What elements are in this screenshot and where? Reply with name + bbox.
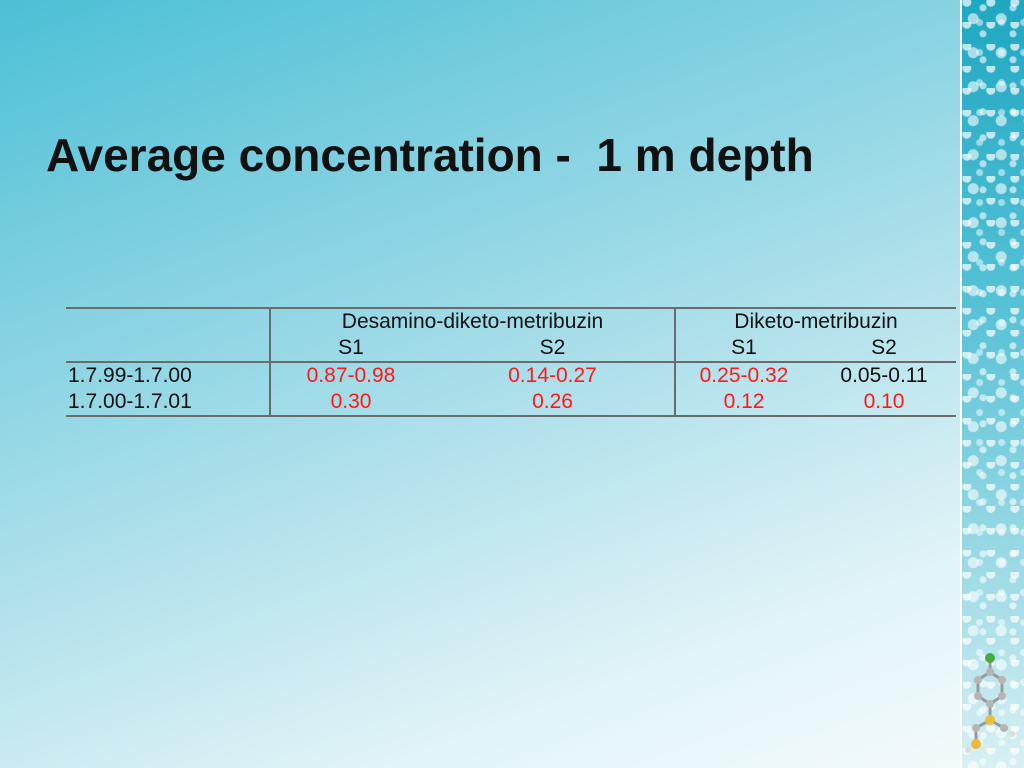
slide-title: Average concentration - 1 m depth	[46, 129, 814, 181]
subheader-s1: S1	[338, 336, 364, 359]
water-droplets-strip	[960, 0, 1024, 768]
header-group-desamino: Desamino-diketo-metribuzin S1 S2	[270, 307, 676, 363]
subheader-s2: S2	[871, 336, 897, 359]
value-cell: 0.87-0.98	[306, 364, 396, 387]
group-subheaders-diketo: S1 S2	[676, 335, 956, 361]
header-group-diketo: Diketo-metribuzin S1 S2	[675, 307, 956, 363]
row-label: 1.7.00-1.7.01	[68, 390, 192, 413]
value-cell: 0.26	[532, 390, 573, 413]
group-subheaders-desamino: S1 S2	[271, 335, 674, 361]
group-title-diketo: Diketo-metribuzin	[734, 310, 898, 333]
subheader-s1: S1	[731, 336, 757, 359]
value-cell: 0.30	[330, 390, 372, 413]
row-label: 1.7.99-1.7.00	[68, 364, 192, 387]
value-cell: 0.25-0.32	[699, 364, 789, 387]
table-row: 0.30 0.26	[271, 389, 674, 415]
molecule-icon	[965, 653, 1015, 753]
concentration-table: Desamino-diketo-metribuzin S1 S2 Diketo-…	[66, 307, 956, 417]
value-cell: 0.12	[723, 390, 765, 413]
diketo-values-cell: 0.25-0.32 0.05-0.11 0.12 0.10	[675, 362, 956, 417]
group-title-desamino: Desamino-diketo-metribuzin	[341, 310, 604, 333]
header-corner-cell	[66, 307, 271, 363]
desamino-values-cell: 0.87-0.98 0.14-0.27 0.30 0.26	[270, 362, 676, 417]
value-cell: 0.05-0.11	[840, 364, 928, 387]
value-cell: 0.10	[863, 390, 905, 413]
table-body-row: 1.7.99-1.7.00 1.7.00-1.7.01 0.87-0.98 0.…	[66, 362, 956, 417]
value-cell: 0.14-0.27	[508, 364, 597, 387]
subheader-s2: S2	[539, 336, 566, 359]
table-row: 0.12 0.10	[676, 389, 956, 415]
table-header-row: Desamino-diketo-metribuzin S1 S2 Diketo-…	[66, 307, 956, 363]
table-row: 0.25-0.32 0.05-0.11	[676, 363, 956, 389]
row-labels-cell: 1.7.99-1.7.00 1.7.00-1.7.01	[66, 362, 271, 417]
table-row: 0.87-0.98 0.14-0.27	[271, 363, 674, 389]
